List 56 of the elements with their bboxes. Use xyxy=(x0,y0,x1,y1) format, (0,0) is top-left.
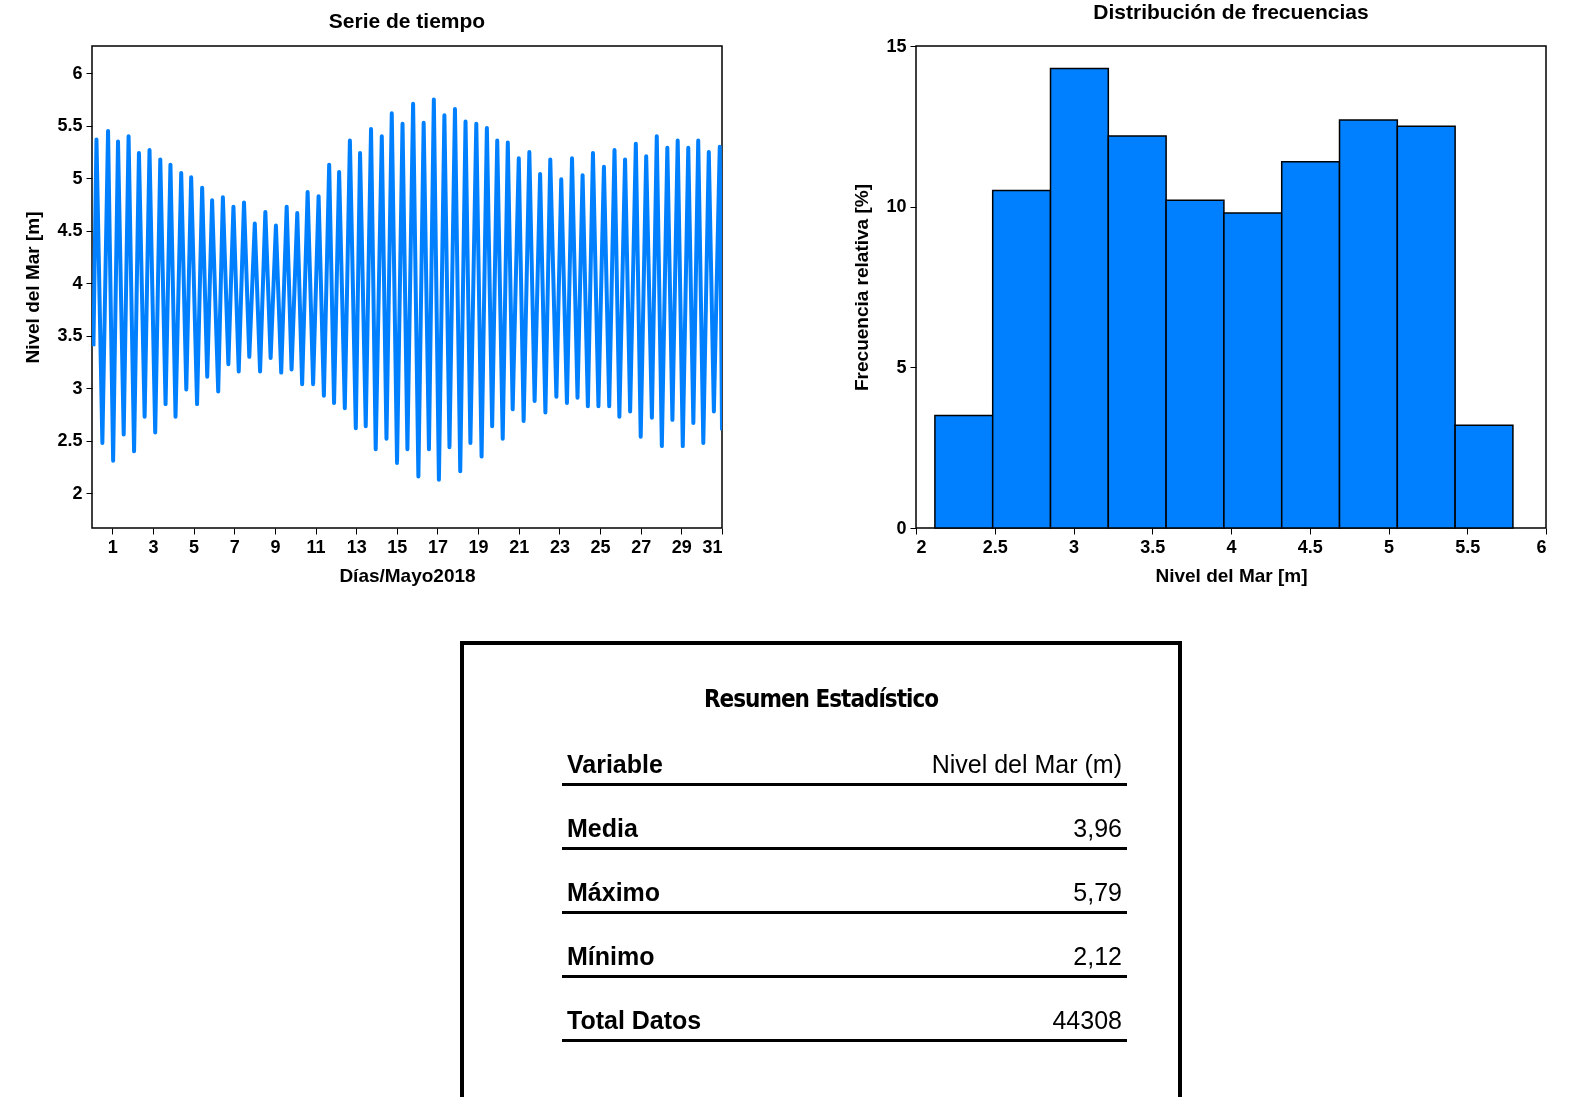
text: 5,79 xyxy=(1073,878,1122,907)
text: 44308 xyxy=(1052,1006,1122,1035)
x-tick-label: 9 xyxy=(270,536,281,557)
text: 3,96 xyxy=(1073,814,1122,843)
y-tick-label: 10 xyxy=(886,196,907,217)
x-tick-label: 11 xyxy=(306,536,326,557)
x-tick-label: 2 xyxy=(916,536,927,557)
chart-title: Distribución de frecuencias xyxy=(1093,0,1369,23)
chart-title: Serie de tiempo xyxy=(328,9,486,32)
x-tick-label: 7 xyxy=(229,536,240,557)
y-tick-label: 4.5 xyxy=(57,220,83,241)
y-tick-label: 6 xyxy=(72,62,83,83)
y-tick-label: 3 xyxy=(72,377,83,398)
x-tick-label: 3.5 xyxy=(1140,536,1166,557)
x-tick-label: 13 xyxy=(346,536,367,557)
x-axis-title: Días/Mayo2018 xyxy=(339,564,476,586)
x-tick-label: 1 xyxy=(107,536,118,557)
y-tick-label: 15 xyxy=(886,35,907,56)
y-tick-label: 5.5 xyxy=(57,115,83,136)
text: Total Datos xyxy=(567,1006,702,1035)
text: Media xyxy=(567,814,638,843)
line-series xyxy=(92,97,722,482)
x-tick-label: 15 xyxy=(387,536,408,557)
x-tick-label: 27 xyxy=(631,536,652,557)
x-tick-label: 2.5 xyxy=(982,536,1008,557)
y-tick-label: 0 xyxy=(896,517,907,538)
text: 2,12 xyxy=(1073,942,1122,971)
x-tick-label: 3 xyxy=(1068,536,1080,557)
y-axis-title: Frecuencia relativa [%] xyxy=(851,184,873,391)
x-tick-label: 19 xyxy=(468,536,489,557)
y-tick-label: 4 xyxy=(72,272,83,293)
y-tick-label: 5 xyxy=(72,167,83,188)
x-axis-title: Nivel del Mar [m] xyxy=(1155,564,1308,586)
text: Resumen Estadístico xyxy=(702,685,940,713)
x-tick-label: 6 xyxy=(1536,536,1547,557)
text: Variable xyxy=(567,750,663,779)
y-tick-label: 2.5 xyxy=(57,430,83,451)
x-tick-label: 31 xyxy=(702,536,723,557)
x-tick-label: 4.5 xyxy=(1297,536,1323,557)
text: Máximo xyxy=(567,878,661,907)
y-axis-title: Nivel del Mar [m] xyxy=(22,211,44,364)
x-tick-label: 29 xyxy=(671,536,692,557)
text: Nivel del Mar (m) xyxy=(931,750,1122,779)
y-tick-label: 2 xyxy=(72,482,83,503)
x-tick-label: 5.5 xyxy=(1455,536,1481,557)
x-tick-label: 23 xyxy=(549,536,570,557)
x-tick-label: 5 xyxy=(1383,536,1395,557)
x-tick-label: 5 xyxy=(189,536,200,557)
x-tick-label: 4 xyxy=(1226,536,1237,557)
y-tick-label: 5 xyxy=(896,356,907,377)
x-tick-label: 25 xyxy=(590,536,611,557)
x-tick-label: 21 xyxy=(509,536,530,557)
x-tick-label: 17 xyxy=(427,536,448,557)
y-tick-label: 3.5 xyxy=(57,325,83,346)
text: Mínimo xyxy=(567,942,655,971)
x-tick-label: 3 xyxy=(148,536,159,557)
